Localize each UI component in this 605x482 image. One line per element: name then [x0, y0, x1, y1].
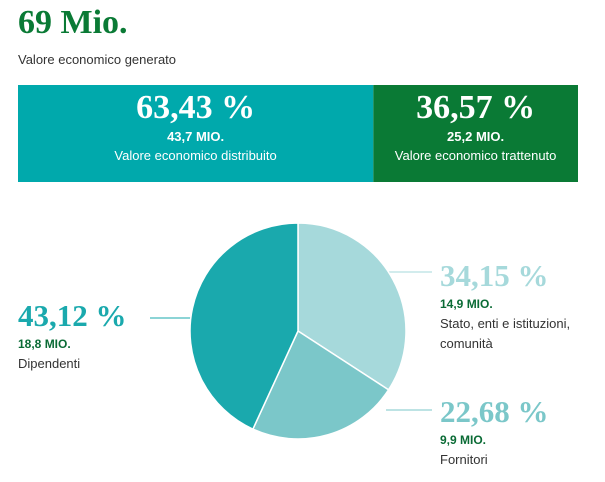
slice-label: 22,68 % 9,9 MIO. Fornitori — [440, 394, 590, 470]
pie-slice — [251, 329, 390, 440]
slice-percent: 43,12 % — [18, 298, 127, 333]
slice-name: Dipendenti — [18, 356, 81, 371]
title: 69 Mio. — [18, 4, 128, 41]
segment-label: 63,43 % 43,7 MIO. Valore economico distrib… — [18, 88, 373, 166]
segment-amount: 43,7 MIO. — [167, 129, 225, 144]
subtitle: Valore economico generato — [18, 52, 177, 67]
slice-amount: 9,9 MIO. — [440, 433, 487, 447]
slice-percent: 22,68 % — [440, 394, 549, 429]
segment-percent: 36,57 % — [416, 89, 536, 126]
segment-amount: 25,2 MIO. — [447, 129, 505, 144]
segment-percent: 63,43 % — [136, 89, 256, 126]
slice-name: Fornitori — [440, 452, 488, 467]
bar-segment — [373, 85, 578, 182]
slice-label: 43,12 % 18,8 MIO. Dipendenti — [18, 298, 168, 374]
slice-label: 34,15 % 14,9 MIO. Stato, enti e istituzion… — [440, 258, 590, 354]
segment-name: Valore economico distribuito — [114, 148, 277, 163]
pie-slice — [189, 222, 299, 431]
slice-percent: 34,15 % — [440, 258, 549, 293]
segment-name: Valore economico trattenuto — [394, 148, 557, 163]
segment-label: 36,57 % 25,2 MIO. Valore economico tratten… — [373, 88, 578, 166]
slice-amount: 14,9 MIO. — [440, 297, 493, 311]
slice-amount: 18,8 MIO. — [18, 337, 71, 351]
bar-segment — [18, 85, 374, 182]
slice-name: Stato, enti e istituzioni, comunità — [440, 316, 571, 351]
